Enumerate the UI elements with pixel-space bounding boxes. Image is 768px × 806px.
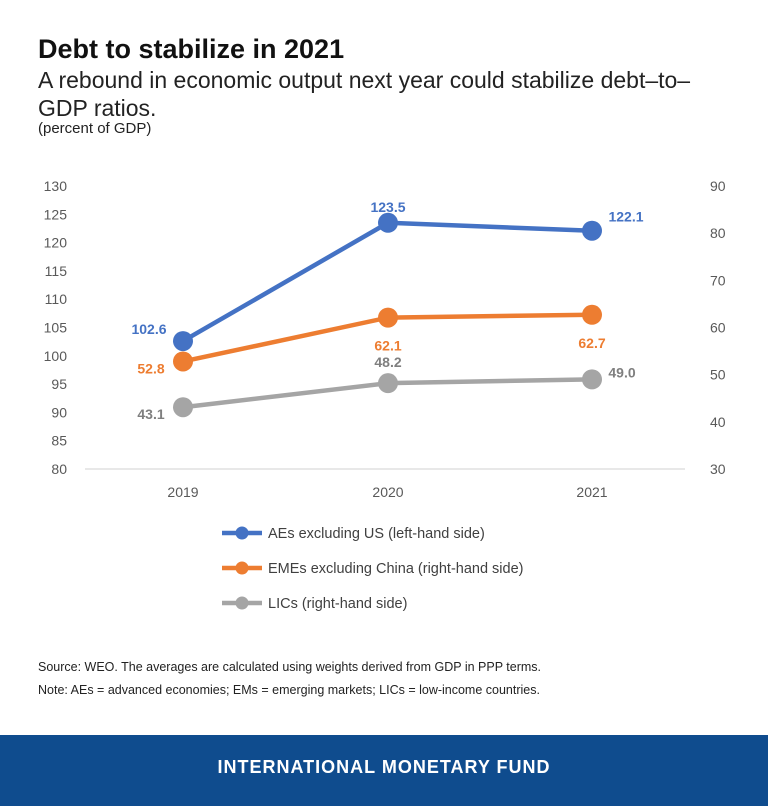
right-axis-tick-label: 30 — [710, 461, 726, 477]
legend-label: EMEs excluding China (right-hand side) — [268, 561, 524, 577]
right-axis-tick-label: 90 — [710, 178, 726, 194]
right-axis-tick-label: 50 — [710, 367, 726, 383]
left-axis-tick-label: 110 — [45, 291, 68, 307]
left-axis-tick-label: 105 — [44, 320, 68, 336]
chart-notes: Source: WEO. The averages are calculated… — [38, 656, 541, 702]
data-point — [173, 351, 193, 372]
data-label: 52.8 — [137, 360, 164, 376]
data-label: 123.5 — [370, 199, 405, 215]
unit-label: (percent of GDP) — [38, 120, 152, 137]
left-axis-tick-label: 125 — [44, 206, 68, 222]
chart-title: Debt to stabilize in 2021 — [38, 34, 345, 64]
data-label: 122.1 — [608, 209, 643, 225]
right-axis-tick-label: 60 — [710, 320, 726, 336]
chart-subtitle: A rebound in economic output next year c… — [38, 67, 691, 121]
data-label: 62.7 — [578, 335, 605, 351]
data-label: 102.6 — [131, 321, 166, 337]
data-point — [378, 212, 398, 233]
source-note: Source: WEO. The averages are calculated… — [38, 660, 542, 674]
right-axis-tick-label: 80 — [710, 225, 726, 241]
data-point — [582, 220, 602, 241]
x-axis-tick-label: 2020 — [372, 484, 403, 500]
legend-swatch-marker — [235, 526, 249, 540]
data-point — [173, 331, 193, 352]
data-label: 62.1 — [374, 338, 401, 354]
data-label: 48.2 — [374, 354, 401, 370]
legend-swatch-marker — [235, 596, 249, 610]
left-axis-tick-label: 85 — [51, 433, 67, 449]
data-point — [173, 397, 193, 418]
data-label: 43.1 — [137, 406, 164, 422]
data-label: 49.0 — [608, 364, 635, 380]
left-axis-tick-label: 130 — [44, 178, 68, 194]
left-axis-tick-label: 95 — [51, 376, 67, 392]
data-point — [582, 304, 602, 325]
x-axis-tick-label: 2019 — [167, 484, 198, 500]
left-axis-tick-label: 120 — [44, 235, 68, 251]
legend-label: LICs (right-hand side) — [268, 596, 407, 612]
legend-swatch-marker — [235, 561, 249, 575]
left-axis-tick-label: 100 — [44, 348, 68, 364]
legend-label: AEs excluding US (left-hand side) — [268, 526, 485, 542]
data-point — [378, 307, 398, 328]
right-axis-tick-label: 40 — [710, 414, 726, 430]
organization-name: INTERNATIONAL MONETARY FUND — [217, 757, 551, 777]
left-axis-tick-label: 115 — [45, 263, 68, 279]
data-point — [582, 369, 602, 390]
right-axis-tick-label: 70 — [710, 272, 726, 288]
data-point — [378, 373, 398, 394]
line-chart: 130 125 120 115 110 105 100 95 90 85 80 90 80 70 60 50 4… — [44, 178, 726, 612]
x-axis-tick-label: 2021 — [576, 484, 607, 500]
left-axis-tick-label: 80 — [51, 461, 67, 477]
footer-banner: INTERNATIONAL MONETARY FUND — [0, 735, 768, 806]
left-axis-tick-label: 90 — [51, 404, 67, 420]
abbreviation-note: Note: AEs = advanced economies; EMs = em… — [38, 683, 540, 697]
